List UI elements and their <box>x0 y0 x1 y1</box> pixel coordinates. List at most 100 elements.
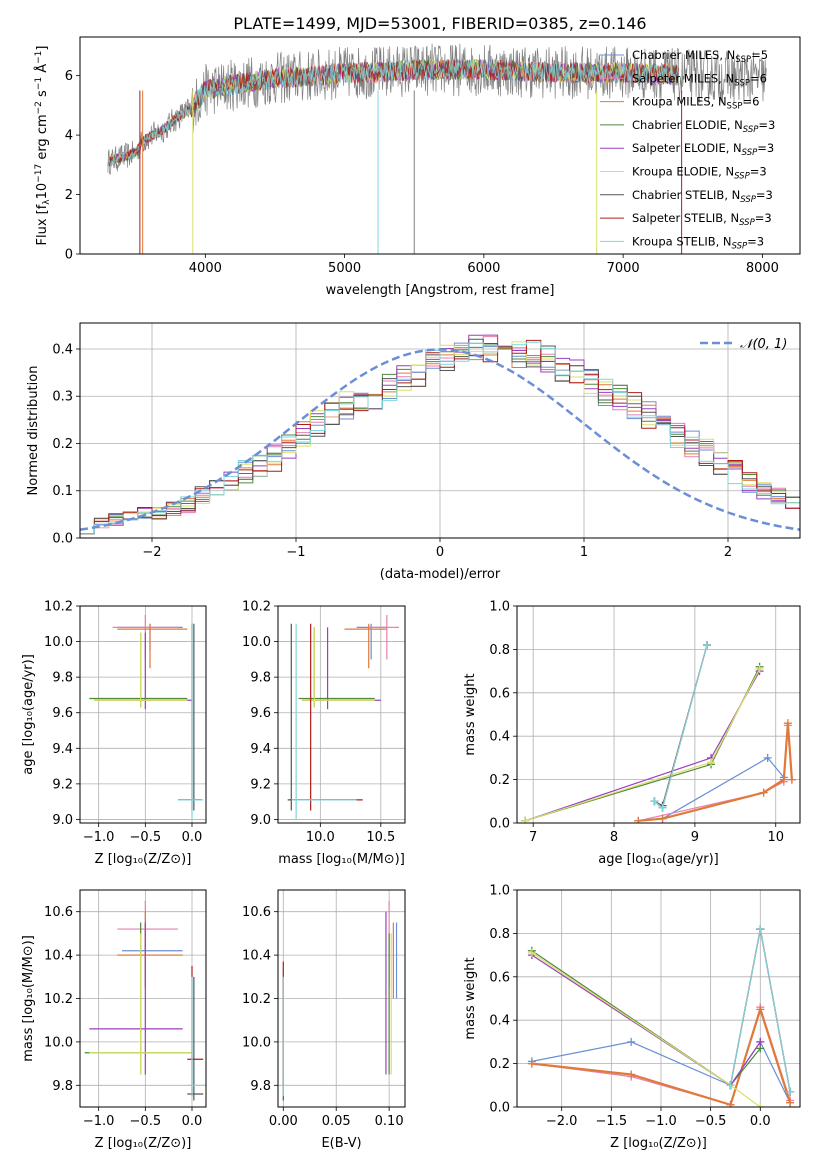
histogram-kroupa-stelib <box>80 341 800 535</box>
legend-label-kroupa-stelib: Kroupa STELIB, NSSP=3 <box>632 234 764 251</box>
point-marker-kroupa-elodie <box>756 1103 765 1107</box>
panel-spectrum: 4000 5000 6000 7000 8000 0 2 4 6 Chabrier MILES, … <box>34 36 801 298</box>
y-axis-label: mass weight <box>463 957 478 1039</box>
y-tick-label: 0.2 <box>52 437 73 452</box>
plot-area-spectrum <box>107 43 767 254</box>
x-tick-label: 7000 <box>607 261 640 276</box>
x-tick-label: 0.0 <box>182 1114 203 1129</box>
x-tick-label: 6000 <box>467 261 500 276</box>
x-tick-label: −0.5 <box>130 1114 162 1129</box>
axes-frame <box>79 605 207 824</box>
legend-label-salpeter-stelib: Salpeter STELIB, NSSP=3 <box>632 211 772 228</box>
plot-area-massweight-vs-z <box>527 925 795 1107</box>
x-tick-label: −2 <box>142 545 161 560</box>
point-marker-kroupa-stelib <box>756 925 765 934</box>
point-marker-kroupa-miles <box>779 775 788 784</box>
point-marker-kroupa-stelib <box>658 803 667 812</box>
x-tick-label: 8 <box>610 830 618 845</box>
panel-age-vs-z: −1.0 −0.5 0.0 9.0 9.2 9.4 9.6 9.8 10.0 10.2 Z [log… <box>21 600 207 867</box>
y-tick-label: 4 <box>65 129 73 144</box>
point-marker-kroupa-stelib <box>703 641 712 650</box>
point-marker-kroupa-miles <box>627 1070 636 1079</box>
x-axis-label: (data-model)/error <box>380 567 501 582</box>
point-marker-kroupa-stelib <box>786 1087 795 1096</box>
y-tick-label: 2 <box>65 188 73 203</box>
point-marker-kroupa-miles <box>787 775 796 784</box>
x-tick-label: 9 <box>691 830 699 845</box>
x-tick-label: 0 <box>436 545 444 560</box>
axes-frame <box>277 605 406 824</box>
point-marker-kroupa-miles <box>786 1098 795 1107</box>
x-tick-label: 10 <box>767 830 784 845</box>
y-tick-label: 6 <box>65 69 73 84</box>
series-line-kroupa-miles <box>638 723 793 822</box>
panel-mass-vs-z: −1.0 −0.5 0.0 9.8 10.0 10.2 10.4 10.6 Z [log₁₀(Z… <box>21 889 207 1151</box>
y-tick-label: 9.2 <box>250 777 271 792</box>
y-tick-label: 10.2 <box>242 992 271 1007</box>
axes-frame <box>516 605 801 824</box>
y-tick-label: 0.1 <box>52 484 73 499</box>
y-tick-label: 9.8 <box>52 1079 73 1094</box>
gaussian-curve <box>80 348 800 531</box>
plot-area-mass-vs-ebv <box>282 900 398 1101</box>
data-spectrum-line <box>107 43 767 175</box>
x-tick-label: 8000 <box>746 261 779 276</box>
point-marker-kroupa-miles <box>634 816 643 823</box>
plot-area-age-vs-z <box>89 614 204 820</box>
y-tick-label: 9.2 <box>52 777 73 792</box>
point-marker-kroupa-stelib <box>650 797 659 806</box>
point-marker-kroupa-miles <box>759 788 768 797</box>
y-tick-label: 9.0 <box>250 813 271 828</box>
panel-massweight-vs-age: 7 8 9 10 0.0 0.2 0.4 0.6 0.8 1.0 age [log₁₀(age/yr… <box>463 600 801 867</box>
point-marker-kroupa-miles <box>756 1005 765 1014</box>
plot-area-mass-vs-z <box>84 900 206 1101</box>
x-tick-label: 10.0 <box>306 830 335 845</box>
legend-label-gaussian: 𝒩(0, 1) <box>740 337 787 352</box>
axes-frame <box>79 889 207 1108</box>
y-tick-label: 0.2 <box>489 1057 510 1072</box>
y-tick-label: 0.2 <box>489 773 510 788</box>
point-marker-kroupa-elodie <box>755 664 764 673</box>
y-axis-label: mass [log₁₀(M/M⊙)] <box>21 935 36 1062</box>
y-tick-label: 0.8 <box>489 927 510 942</box>
y-tick-label: 9.0 <box>52 813 73 828</box>
legend-label-chabrier-stelib: Chabrier STELIB, NSSP=3 <box>632 188 773 205</box>
x-tick-label: 0.0 <box>182 830 203 845</box>
legend-label-salpeter-miles: Salpeter MILES, NSSP=6 <box>632 71 767 88</box>
x-axis-label: Z [log₁₀(Z/Z⊙)] <box>610 1136 707 1151</box>
x-axis-label: wavelength [Angstrom, rest frame] <box>326 283 555 298</box>
axes-frame <box>516 889 801 1108</box>
y-tick-label: 10.0 <box>242 1035 271 1050</box>
x-tick-label: −2.0 <box>546 1114 578 1129</box>
y-tick-label: 10.0 <box>242 635 271 650</box>
y-tick-label: 10.0 <box>44 635 73 650</box>
point-marker-kroupa-stelib <box>726 1081 735 1090</box>
x-tick-label: −0.5 <box>695 1114 727 1129</box>
point-marker-salpeter-elodie <box>756 1037 765 1046</box>
point-marker-kroupa-elodie <box>527 948 536 957</box>
y-tick-label: 10.4 <box>44 949 73 964</box>
y-tick-label: 0.4 <box>489 1014 510 1029</box>
y-axis-label: age [log₁₀(age/yr)] <box>21 654 36 775</box>
y-tick-label: 0 <box>65 248 73 263</box>
x-tick-label: −1.5 <box>596 1114 628 1129</box>
y-tick-label: 10.6 <box>242 905 271 920</box>
y-tick-label: 9.8 <box>52 671 73 686</box>
axes-frame <box>79 36 801 255</box>
plot-area-residuals <box>80 334 800 535</box>
panel-residuals: −2 −1 0 1 2 0.0 0.1 0.2 0.3 0.4 𝒩(0, 1) (data-model… <box>26 322 801 582</box>
y-tick-label: 0.6 <box>489 970 510 985</box>
model-line-kroupa-stelib <box>107 59 679 168</box>
x-tick-label: 5000 <box>328 261 361 276</box>
x-tick-label: 1 <box>580 545 588 560</box>
y-tick-label: 0.6 <box>489 686 510 701</box>
y-tick-label: 0.3 <box>52 390 73 405</box>
x-axis-label: E(B-V) <box>321 1136 361 1151</box>
point-marker-kroupa-miles <box>783 719 792 728</box>
y-tick-label: 10.0 <box>44 1035 73 1050</box>
plot-area-age-vs-mass <box>287 614 399 820</box>
legend-label-kroupa-elodie: Kroupa ELODIE, NSSP=3 <box>632 165 767 182</box>
y-tick-label: 9.6 <box>250 706 271 721</box>
y-tick-label: 0.8 <box>489 643 510 658</box>
x-axis-label: Z [log₁₀(Z/Z⊙)] <box>95 852 192 867</box>
